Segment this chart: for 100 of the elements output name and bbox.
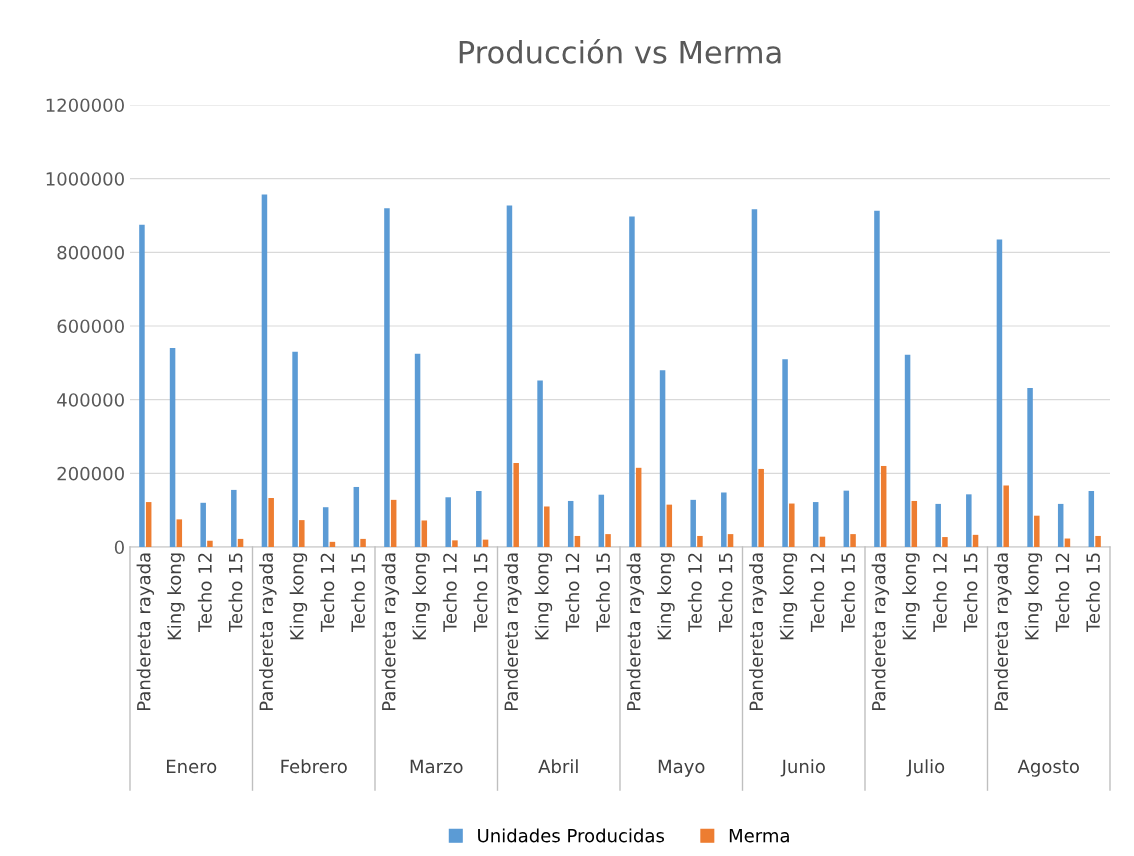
- bar: [972, 534, 979, 547]
- bar: [537, 380, 543, 547]
- bar: [261, 194, 268, 547]
- x-tick-label: Techo 15: [718, 553, 733, 633]
- x-tick-label: Techo 15: [595, 553, 610, 633]
- x-tick-label: Techo 12: [810, 553, 825, 633]
- x-tick-label: Pandereta rayada: [381, 553, 400, 711]
- bar: [598, 494, 605, 547]
- bar: [635, 467, 642, 547]
- bar: [911, 500, 918, 547]
- x-tick-label: Pandereta rayada: [626, 553, 645, 711]
- text: Mayo: [658, 759, 705, 777]
- x-tick-label: Techo 15: [228, 553, 243, 633]
- x-tick-label: Techo 12: [197, 553, 212, 633]
- x-tick-label: King kong: [1024, 553, 1043, 640]
- bar: [207, 540, 213, 547]
- bar: [1034, 515, 1040, 547]
- y-tick-label: 400000: [57, 393, 124, 407]
- bar: [268, 498, 274, 547]
- x-tick-label: King kong: [534, 553, 553, 640]
- bar: [476, 491, 482, 547]
- bar: [1003, 485, 1009, 547]
- y-tick-label: 800000: [57, 245, 124, 260]
- x-tick-label: King kong: [289, 553, 308, 640]
- bar: [292, 351, 298, 547]
- bar: [904, 354, 911, 547]
- x-tick-label: Techo 12: [320, 553, 335, 633]
- x-tick-label: Techo 12: [442, 553, 457, 633]
- y-tick-label: 1000000: [46, 172, 124, 186]
- x-tick-label: King kong: [902, 553, 920, 640]
- bar: [880, 465, 887, 547]
- bar: [605, 534, 611, 547]
- x-tick-label: Techo 15: [840, 553, 855, 633]
- bar: [751, 209, 758, 547]
- bar: [996, 239, 1003, 547]
- bar: [322, 507, 329, 547]
- x-tick-label: Techo 15: [350, 553, 365, 633]
- text: Febrero: [281, 759, 347, 774]
- text: Agosto: [1017, 759, 1079, 777]
- x-tick-label: Techo 15: [473, 553, 488, 633]
- x-tick-label: Pandereta rayada: [259, 553, 277, 711]
- bar: [690, 499, 696, 547]
- bar: [629, 216, 635, 547]
- bar: [1057, 503, 1064, 547]
- bar: [231, 489, 237, 547]
- bar: [721, 492, 727, 547]
- x-tick-label: Techo 15: [1085, 553, 1100, 633]
- text: Abril: [538, 759, 578, 774]
- x-tick-label: King kong: [657, 553, 675, 640]
- bar: [874, 210, 880, 547]
- bar: [727, 534, 734, 547]
- text: Marzo: [410, 759, 463, 774]
- chart-title: Producción vs Merma: [459, 38, 781, 64]
- y-tick-label: 200000: [57, 466, 124, 481]
- bar: [139, 224, 145, 547]
- bar: [176, 519, 183, 547]
- x-tick-label: Techo 12: [1055, 553, 1070, 633]
- y-tick-label: 0: [114, 540, 124, 555]
- bar: [1095, 535, 1101, 547]
- y-tick-label: 600000: [57, 319, 124, 334]
- bar: [421, 520, 428, 547]
- bar: [697, 535, 703, 547]
- bar: [843, 490, 850, 547]
- bar: [942, 537, 948, 547]
- bar: [506, 205, 513, 547]
- bar: [935, 503, 941, 547]
- x-tick-label: Techo 12: [565, 553, 580, 633]
- bar: [299, 520, 305, 547]
- text: Enero: [167, 759, 217, 774]
- bar: [414, 353, 421, 547]
- bar: [1088, 491, 1095, 547]
- bar: [789, 503, 795, 547]
- x-tick-label: King kong: [779, 553, 798, 640]
- x-tick-label: King kong: [167, 553, 185, 640]
- x-tick-label: Techo 15: [963, 553, 978, 633]
- bar: [758, 468, 764, 547]
- bar: [1027, 387, 1033, 547]
- bar: [666, 504, 673, 547]
- bar: [513, 463, 519, 547]
- x-tick-label: Pandereta rayada: [136, 553, 155, 711]
- bar: [390, 499, 397, 547]
- bar: [452, 540, 458, 547]
- bar: [850, 534, 856, 547]
- x-tick-label: Pandereta rayada: [749, 553, 767, 711]
- bar: [544, 506, 550, 547]
- x-tick-label: Techo 12: [687, 553, 702, 633]
- bar: [353, 486, 360, 547]
- bar: [659, 370, 666, 547]
- bar: [812, 502, 819, 547]
- text: Julio: [906, 759, 945, 777]
- text: Junio: [780, 759, 825, 777]
- y-tick-label: 1200000: [46, 98, 124, 113]
- bar: [782, 359, 788, 547]
- x-tick-label: Pandereta rayada: [504, 553, 522, 711]
- bar: [145, 502, 152, 547]
- bar: [360, 538, 366, 547]
- legend-label: Unidades Producidas: [478, 828, 665, 843]
- x-tick-label: Pandereta rayada: [994, 553, 1012, 711]
- x-tick-label: Pandereta rayada: [871, 553, 890, 711]
- x-tick-label: Techo 12: [932, 553, 947, 633]
